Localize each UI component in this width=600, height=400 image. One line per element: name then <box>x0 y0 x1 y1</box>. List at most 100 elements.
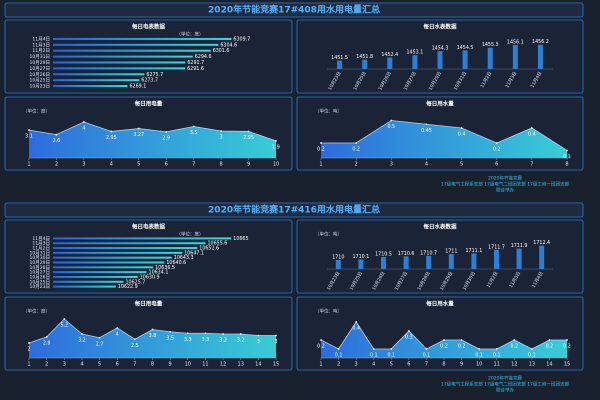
panel-title: 每日用电量 <box>135 300 163 308</box>
point <box>566 339 568 341</box>
point <box>98 336 101 339</box>
unit-label: （单位：度） <box>23 108 50 115</box>
area-fill <box>29 319 276 358</box>
x-tick-label: 8 <box>565 162 568 168</box>
point <box>275 140 277 142</box>
point <box>425 123 428 126</box>
value-label: 2.6 <box>53 138 61 144</box>
value-label: 0.3 <box>405 335 413 341</box>
x-tick-label: 9 <box>169 362 172 368</box>
point <box>460 127 463 129</box>
x-tick-label: 13 <box>529 362 535 368</box>
value-label: 1710.5 <box>375 252 392 258</box>
value-label: 1455.3 <box>482 42 499 48</box>
value-label: 10643.3 <box>174 255 194 261</box>
bar <box>512 45 518 69</box>
value-label: 6309.7 <box>233 36 250 42</box>
x-tick-label: 6 <box>165 162 168 168</box>
value-label: 1711.7 <box>488 244 505 250</box>
category-label: 10月23日 <box>30 84 50 90</box>
value-label: 10647.1 <box>184 250 204 256</box>
category-label: 11月4日 <box>32 36 50 42</box>
bar <box>53 37 232 40</box>
point <box>28 342 30 344</box>
x-tick-label: 2 <box>45 362 48 368</box>
point <box>425 348 428 350</box>
value-label: 10625.7 <box>125 279 145 285</box>
point <box>320 142 322 144</box>
x-tick-label: 12 <box>220 362 226 368</box>
value-label: 2.9 <box>162 135 170 141</box>
unit-label: （单位：度） <box>177 231 204 238</box>
value-label: 1456.2 <box>532 39 549 45</box>
panel-title: 每日水表数据 <box>423 223 457 231</box>
category-label: 10月27日 <box>30 66 50 72</box>
x-tick-label: 7 <box>133 362 136 368</box>
x-tick-label: 8 <box>442 362 445 368</box>
bar <box>53 266 154 269</box>
value-label: 0.2 <box>510 344 518 350</box>
value-label: 0.2 <box>317 344 325 350</box>
value-label: 3.3 <box>202 337 210 343</box>
value-label: 1454.3 <box>432 46 449 52</box>
point <box>133 338 136 341</box>
panel-title: 每日水表数据 <box>423 23 457 31</box>
value-label: 0.1 <box>475 353 483 359</box>
x-tick-label: 3 <box>82 162 85 168</box>
value-label: 2.7 <box>96 341 104 347</box>
value-label: 1711.9 <box>511 243 528 249</box>
point <box>530 127 533 129</box>
value-label: 1451.8 <box>356 54 373 60</box>
point <box>186 332 189 335</box>
x-tick-label: 9 <box>247 162 250 168</box>
point <box>137 127 140 130</box>
bar <box>53 271 147 274</box>
panel-title: 每日用电量 <box>135 100 163 108</box>
value-label: 1456.1 <box>507 40 524 46</box>
value-label: 3 <box>257 339 260 345</box>
footer-text: 2020年节能竞赛 <box>488 175 522 182</box>
value-label: 2.8 <box>43 341 51 347</box>
x-tick-label: 11 <box>202 362 208 368</box>
value-label: 1710.6 <box>398 251 415 257</box>
panel <box>296 219 584 294</box>
footer-text: 2020年节能竞赛 <box>488 375 522 382</box>
bar <box>462 50 468 69</box>
point <box>337 348 340 350</box>
value-label: 1454.5 <box>457 45 474 51</box>
x-tick-label: 4 <box>110 162 113 168</box>
value-label: 0.4 <box>352 326 360 332</box>
value-label: 0.1 <box>528 353 536 359</box>
title-bar <box>4 2 584 18</box>
category-label: 10月23日 <box>30 284 50 290</box>
x-tick-label: 7 <box>425 362 428 368</box>
value-label: 3.27 <box>133 132 144 138</box>
point <box>513 339 516 341</box>
unit-label: （单位：吨） <box>315 308 342 315</box>
bar <box>53 275 138 278</box>
bar <box>387 57 393 69</box>
x-tick-label: 7 <box>192 162 195 168</box>
bar <box>53 256 172 259</box>
point <box>443 339 445 341</box>
x-tick-label: 5 <box>98 362 101 368</box>
value-label: 1453.1 <box>406 50 423 56</box>
point <box>478 348 481 350</box>
value-label: 1710.7 <box>420 250 437 256</box>
area-fill <box>29 122 276 158</box>
value-label: 10622.9 <box>118 284 138 290</box>
value-label: 3 <box>274 339 277 345</box>
value-label: 0.45 <box>421 128 432 134</box>
value-label: 1710.1 <box>353 254 370 260</box>
point <box>165 131 168 133</box>
value-label: 0.2 <box>317 147 325 153</box>
value-label: 3.2 <box>219 338 227 344</box>
value-label: 3.5 <box>190 130 198 136</box>
footer-text: 联合举办 <box>496 387 514 394</box>
category-label: 10月25日 <box>30 78 50 84</box>
point <box>257 334 260 337</box>
value-label: 0.1 <box>493 353 501 359</box>
x-tick-label: 15 <box>564 362 570 368</box>
category-label: 11月2日 <box>32 246 50 252</box>
point <box>63 318 66 320</box>
